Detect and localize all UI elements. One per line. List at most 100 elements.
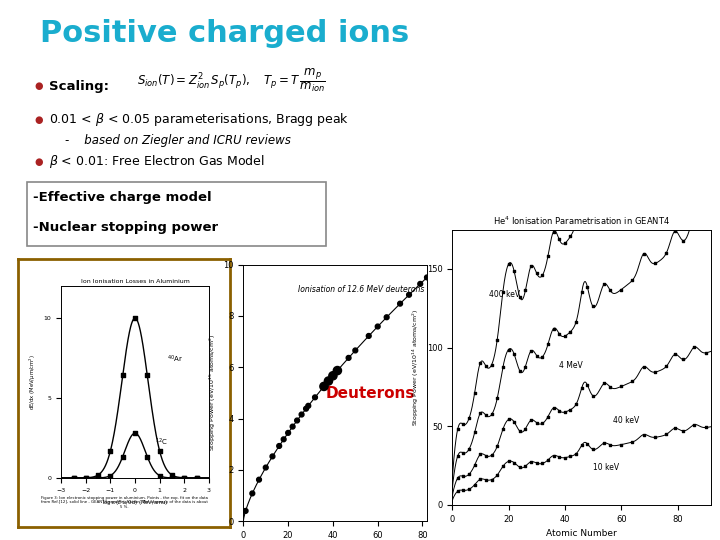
Point xyxy=(68,474,79,482)
Point xyxy=(548,403,559,412)
Point xyxy=(649,433,661,442)
Point xyxy=(548,227,559,236)
Point xyxy=(638,362,649,371)
Point xyxy=(463,470,474,478)
Text: 0.01 < $\beta$ < 0.05 parameterisations, Bragg peak: 0.01 < $\beta$ < 0.05 parameterisations,… xyxy=(49,111,349,129)
Point xyxy=(486,451,498,460)
Point xyxy=(559,239,571,248)
Point xyxy=(689,343,701,352)
Point xyxy=(142,371,153,380)
Point xyxy=(497,287,508,296)
Point xyxy=(598,439,610,448)
Point xyxy=(80,474,91,482)
Point xyxy=(323,377,334,386)
Text: ●: ● xyxy=(35,115,43,125)
Y-axis label: Stopping Power (eV/10$^{15}$ atoms/cm$^2$): Stopping Power (eV/10$^{15}$ atoms/cm$^2… xyxy=(207,334,217,451)
Text: 40 keV: 40 keV xyxy=(613,416,639,425)
Point xyxy=(559,453,571,462)
Point xyxy=(179,474,190,482)
Point xyxy=(260,463,271,472)
Point xyxy=(536,419,548,428)
Point xyxy=(480,451,492,460)
Point xyxy=(514,463,526,471)
Point xyxy=(480,362,492,370)
X-axis label: $\log_{10}(E_{1u}/0d)$ (MeV/amu): $\log_{10}(E_{1u}/0d)$ (MeV/amu) xyxy=(102,498,168,507)
Point xyxy=(588,392,599,400)
Point xyxy=(514,427,526,435)
Y-axis label: dE/dx (MeV/$\mu$m/cm$^2$): dE/dx (MeV/$\mu$m/cm$^2$) xyxy=(28,354,38,410)
Point xyxy=(130,429,141,437)
Point xyxy=(266,452,278,461)
Point xyxy=(503,345,514,354)
Point xyxy=(80,474,91,482)
Point xyxy=(598,379,610,388)
Point xyxy=(604,286,616,294)
Point xyxy=(497,425,508,434)
Point xyxy=(616,440,627,449)
Point xyxy=(542,340,554,349)
Point xyxy=(554,453,565,461)
Text: ●: ● xyxy=(35,157,43,167)
Point xyxy=(469,480,480,489)
Point xyxy=(302,402,314,410)
Point xyxy=(363,332,374,340)
Point xyxy=(616,167,627,176)
Text: $^{40}$Ar: $^{40}$Ar xyxy=(167,354,183,366)
Point xyxy=(559,408,571,416)
Point xyxy=(520,424,531,433)
Point xyxy=(508,267,520,275)
Point xyxy=(463,414,474,423)
Point xyxy=(343,354,354,362)
Point xyxy=(287,422,298,431)
Point xyxy=(689,56,701,64)
Point xyxy=(154,447,166,455)
Point xyxy=(117,453,128,461)
Point xyxy=(526,262,537,271)
Point xyxy=(649,368,661,376)
Point xyxy=(616,382,627,391)
Point xyxy=(616,285,627,294)
Point xyxy=(678,236,689,245)
Point xyxy=(480,476,492,484)
Point xyxy=(474,359,486,367)
Point xyxy=(660,110,672,119)
Point xyxy=(582,282,593,291)
Point xyxy=(469,428,480,437)
Point xyxy=(678,91,689,99)
Point xyxy=(689,420,701,429)
Point xyxy=(604,441,616,449)
Point xyxy=(520,462,531,470)
Point xyxy=(582,163,593,171)
Point xyxy=(166,471,178,480)
Point xyxy=(669,227,680,235)
Point xyxy=(536,353,548,361)
Point xyxy=(246,489,258,498)
Point xyxy=(570,449,582,458)
Text: $S_{ion}(T) = Z^2_{ion}\,S_p(T_p),\quad T_p = T\,\dfrac{m_p}{m_{ion}}$: $S_{ion}(T) = Z^2_{ion}\,S_p(T_p),\quad … xyxy=(137,66,325,94)
Point xyxy=(492,471,503,480)
Point xyxy=(700,348,711,357)
Text: -Effective charge model: -Effective charge model xyxy=(33,191,212,205)
Point xyxy=(526,416,537,424)
Point xyxy=(130,314,141,322)
Point xyxy=(638,430,649,439)
Point xyxy=(486,475,498,484)
Point xyxy=(660,249,672,258)
Text: $\beta$ < 0.01: Free Electron Gas Model: $\beta$ < 0.01: Free Electron Gas Model xyxy=(49,153,265,171)
Title: He$^4$ Ionisation Parametrisation in GEANT4: He$^4$ Ionisation Parametrisation in GEA… xyxy=(493,215,670,227)
Point xyxy=(548,451,559,460)
Point xyxy=(117,371,128,380)
Point xyxy=(104,471,116,480)
Point xyxy=(154,471,166,480)
Point xyxy=(531,459,542,468)
Point xyxy=(179,474,190,482)
Point xyxy=(403,291,415,299)
Point xyxy=(480,411,492,420)
Point xyxy=(678,355,689,364)
Point xyxy=(452,474,464,482)
Point xyxy=(531,269,542,278)
Point xyxy=(492,442,503,450)
Point xyxy=(536,459,548,468)
Point xyxy=(474,409,486,417)
Point xyxy=(536,271,548,280)
